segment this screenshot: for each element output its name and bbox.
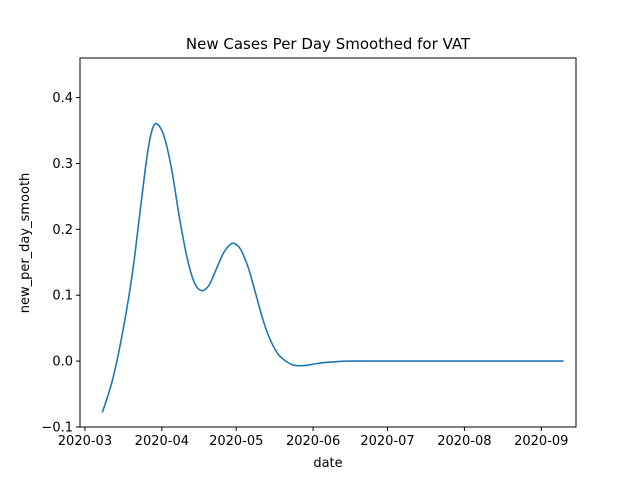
plot-frame bbox=[79, 57, 577, 428]
plot-area bbox=[101, 122, 564, 413]
x-tick-label: 2020-07 bbox=[360, 434, 414, 449]
y-axis-label: new_per_day_smooth bbox=[18, 173, 33, 314]
y-tick-label: 0.4 bbox=[52, 91, 73, 106]
x-tick-label: 2020-03 bbox=[58, 434, 112, 449]
y-tick-label: 0.1 bbox=[52, 289, 73, 304]
x-tick-label: 2020-08 bbox=[437, 434, 491, 449]
x-axis: 2020-03 2020-04 2020-05 2020-06 2020-07 2020-… bbox=[58, 427, 568, 449]
x-tick-label: 2020-04 bbox=[135, 434, 189, 449]
x-tick-label: 2020-09 bbox=[514, 434, 568, 449]
y-tick-label: −0.1 bbox=[41, 421, 73, 436]
x-axis-label: date bbox=[313, 456, 342, 471]
x-tick-label: 2020-06 bbox=[286, 434, 340, 449]
chart-title: New Cases Per Day Smoothed for VAT bbox=[186, 35, 471, 53]
y-tick-label: 0.3 bbox=[52, 157, 73, 172]
y-axis: −0.1 0.0 0.1 0.2 0.3 0.4 bbox=[41, 91, 80, 436]
series-line bbox=[101, 122, 564, 413]
y-tick-label: 0.0 bbox=[52, 355, 73, 370]
x-tick-label: 2020-05 bbox=[209, 434, 263, 449]
y-tick-label: 0.2 bbox=[52, 223, 73, 238]
